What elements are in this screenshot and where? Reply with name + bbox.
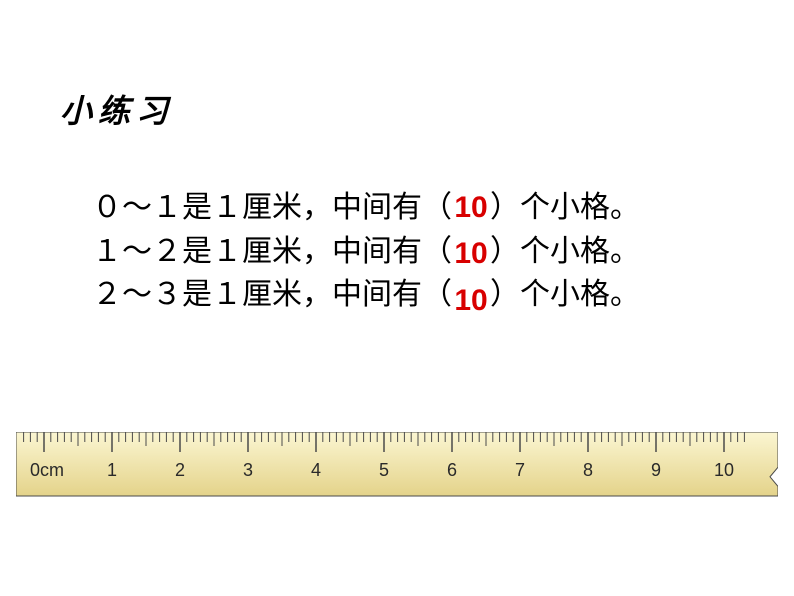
exercise-title: 小练习 <box>60 86 174 132</box>
line-1-suffix: ）个小格。 <box>490 191 640 224</box>
ruler-figure: 0cm 1 2 3 4 5 6 7 8 9 10 <box>16 432 778 504</box>
exercise-lines: ０～１是１厘米，中间有（10）个小格。 １～２是１厘米，中间有（10）个小格。 … <box>92 186 640 317</box>
svg-text:6: 6 <box>447 460 457 480</box>
line-2-prefix: １～２是１厘米，中间有（ <box>92 235 452 268</box>
line-3-answer: 10 <box>452 279 490 323</box>
line-2-suffix: ）个小格。 <box>490 235 640 268</box>
svg-text:9: 9 <box>651 460 661 480</box>
exercise-line-3: ２～３是１厘米，中间有（10）个小格。 <box>92 273 640 317</box>
svg-text:4: 4 <box>311 460 321 480</box>
svg-text:8: 8 <box>583 460 593 480</box>
line-2-answer: 10 <box>452 232 490 276</box>
line-1-answer: 10 <box>452 186 490 230</box>
svg-text:2: 2 <box>175 460 185 480</box>
svg-text:7: 7 <box>515 460 525 480</box>
line-1-prefix: ０～１是１厘米，中间有（ <box>92 191 452 224</box>
svg-text:1: 1 <box>107 460 117 480</box>
svg-text:3: 3 <box>243 460 253 480</box>
svg-text:10: 10 <box>714 460 734 480</box>
exercise-line-1: ０～１是１厘米，中间有（10）个小格。 <box>92 186 640 230</box>
ruler-svg: 0cm 1 2 3 4 5 6 7 8 9 10 <box>16 432 778 504</box>
line-3-prefix: ２～３是１厘米，中间有（ <box>92 278 452 311</box>
svg-text:5: 5 <box>379 460 389 480</box>
svg-text:0cm: 0cm <box>30 460 64 480</box>
exercise-line-2: １～２是１厘米，中间有（10）个小格。 <box>92 230 640 274</box>
line-3-suffix: ）个小格。 <box>490 278 640 311</box>
